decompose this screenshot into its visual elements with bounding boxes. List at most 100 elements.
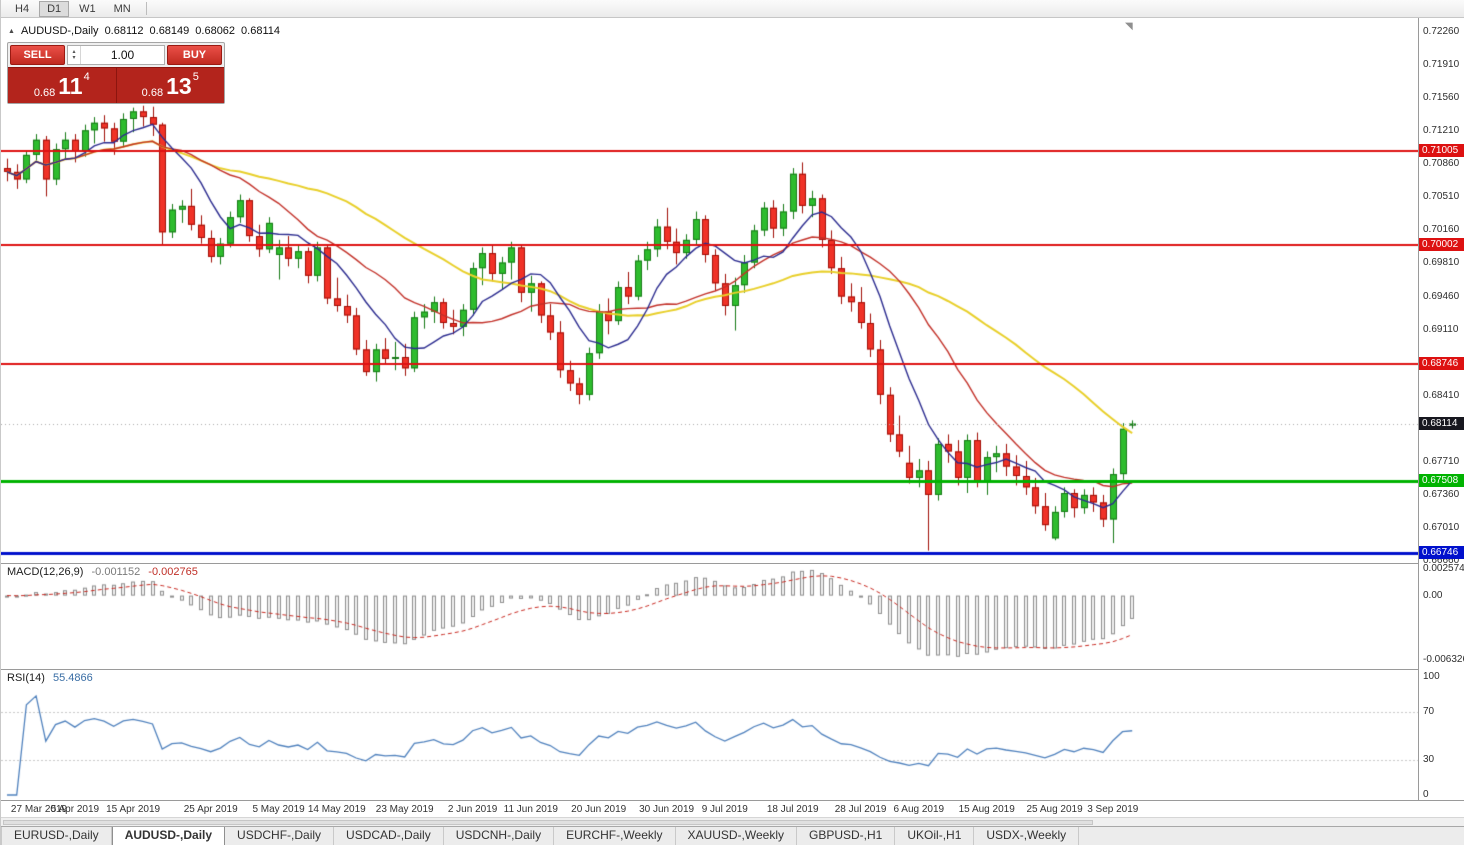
rsi-axis-label: 100 — [1423, 671, 1440, 682]
rsi-canvas[interactable] — [1, 669, 1418, 800]
one-click-trading-panel: SELL ▴ ▾ BUY 0.68 11 4 0.68 13 5 — [7, 42, 225, 104]
main-chart-canvas[interactable] — [1, 18, 1418, 563]
pane-separator — [1, 800, 1464, 801]
pane-separator — [1, 563, 1464, 564]
oct-prices: 0.68 11 4 0.68 13 5 — [8, 67, 224, 103]
macd-name: MACD(12,26,9) — [7, 566, 84, 578]
date-label: 6 Aug 2019 — [893, 804, 945, 815]
timeframe-button-w1[interactable]: W1 — [79, 2, 96, 15]
date-label: 27 Mar 2019 — [10, 804, 68, 815]
tab-usdcnh-daily[interactable]: USDCNH-,Daily — [444, 827, 555, 845]
date-label: 2 Jun 2019 — [447, 804, 498, 815]
volume-spin-up-icon[interactable]: ▴ — [72, 49, 76, 55]
price-tick-label: 0.72260 — [1423, 26, 1460, 38]
rsi-axis-label: 30 — [1423, 753, 1435, 765]
date-label: 15 Aug 2019 — [958, 804, 1015, 815]
volume-input[interactable] — [81, 48, 164, 62]
macd-signal-value: -0.002765 — [148, 566, 198, 578]
tab-audusd-daily[interactable]: AUDUSD-,Daily — [111, 827, 226, 845]
tab-ukoil-h1[interactable]: UKOil-,H1 — [895, 827, 975, 845]
price-tick-label: 0.70860 — [1423, 158, 1460, 170]
price-line-tag: 0.68746 — [1419, 356, 1464, 370]
buy-price-sup: 5 — [192, 71, 199, 83]
timeframe-button-d1[interactable]: D1 — [39, 0, 70, 17]
macd-label: MACD(12,26,9) -0.001152 -0.002765 — [7, 566, 203, 578]
price-tick-label: 0.71210 — [1423, 125, 1460, 137]
tab-usdx-weekly[interactable]: USDX-,Weekly — [974, 827, 1080, 845]
date-label: 18 Jul 2019 — [766, 804, 819, 815]
volume-spinner[interactable]: ▴ ▾ — [68, 46, 81, 64]
tab-xauusd-weekly[interactable]: XAUUSD-,Weekly — [676, 827, 797, 845]
price-tick-label: 0.70510 — [1423, 191, 1460, 203]
date-label: 25 Apr 2019 — [183, 804, 238, 815]
ohlc-open: 0.68112 — [104, 25, 144, 37]
sell-price-big: 11 — [58, 72, 83, 99]
toolbar-separator — [145, 2, 147, 15]
ohlc-high: 0.68149 — [149, 25, 190, 37]
date-label: 14 May 2019 — [307, 804, 366, 815]
sell-price-display: 0.68 11 4 — [8, 68, 117, 103]
buy-button[interactable]: BUY — [167, 45, 222, 65]
price-tick-label: 0.68410 — [1423, 389, 1460, 401]
buy-price-big: 13 — [166, 72, 192, 99]
horizontal-scrollbar[interactable] — [1, 817, 1464, 826]
price-tick-label: 0.66660 — [1423, 555, 1460, 567]
rsi-axis-label: 0 — [1423, 789, 1429, 800]
price-tick-label: 0.71560 — [1423, 92, 1460, 104]
macd-canvas[interactable] — [1, 563, 1418, 669]
chart-shift-marker-icon: ◥ — [1125, 21, 1133, 32]
price-tick-label: 0.70160 — [1423, 224, 1460, 236]
sell-button[interactable]: SELL — [10, 45, 65, 65]
macd-axis-label: -0.006326 — [1423, 654, 1464, 666]
tab-eurchf-weekly[interactable]: EURCHF-,Weekly — [554, 827, 676, 845]
date-label: 23 May 2019 — [375, 804, 434, 815]
date-label: 28 Jul 2019 — [834, 804, 887, 815]
tab-usdchf-daily[interactable]: USDCHF-,Daily — [225, 827, 335, 845]
price-tick-label: 0.67360 — [1423, 488, 1460, 500]
oct-toggle-icon[interactable]: ▲ — [8, 27, 15, 35]
macd-axis-label: 0.002574 — [1423, 563, 1464, 575]
chart-tabs: EURUSD-,Daily AUDUSD-,Daily USDCHF-,Dail… — [1, 826, 1464, 845]
oct-controls-row: SELL ▴ ▾ BUY — [8, 43, 224, 67]
date-label: 5 Apr 2019 — [50, 804, 100, 815]
date-label: 9 Jul 2019 — [701, 804, 748, 815]
timeframe-button-h4[interactable]: H4 — [15, 2, 30, 15]
macd-axis-label: 0.00 — [1423, 589, 1443, 601]
rsi-label: RSI(14) 55.4866 — [7, 672, 98, 684]
macd-main-value: -0.001152 — [91, 566, 141, 578]
chart-title: ▲ AUDUSD-,Daily 0.68112 0.68149 0.68062 … — [8, 25, 280, 37]
volume-spin-down-icon[interactable]: ▾ — [72, 55, 76, 61]
rsi-value: 55.4866 — [52, 672, 93, 684]
price-tick-label: 0.71910 — [1423, 59, 1460, 71]
volume-field: ▴ ▾ — [67, 45, 165, 65]
ohlc-low: 0.68062 — [195, 25, 236, 37]
sell-price-prefix: 0.68 — [33, 87, 56, 99]
price-line-tag: 0.71005 — [1419, 143, 1464, 157]
scrollbar-thumb[interactable] — [3, 820, 1093, 825]
current-price-tag: 0.68114 — [1419, 416, 1464, 430]
buy-price-display: 0.68 13 5 — [117, 68, 225, 103]
rsi-name: RSI(14) — [7, 672, 45, 684]
tab-usdcad-daily[interactable]: USDCAD-,Daily — [334, 827, 444, 845]
date-label: 30 Jun 2019 — [639, 804, 695, 815]
price-axis[interactable]: 0.72260 0.71910 0.71560 0.71210 0.70860 0.705… — [1418, 18, 1464, 800]
price-line-tag: 0.66746 — [1419, 545, 1464, 559]
date-label: 20 Jun 2019 — [571, 804, 627, 815]
tab-eurusd-daily[interactable]: EURUSD-,Daily — [1, 827, 112, 845]
chart-symbol-label: AUDUSD-,Daily — [20, 25, 99, 37]
sell-price-sup: 4 — [83, 71, 90, 83]
pane-separator — [1, 669, 1464, 670]
date-label: 3 Sep 2019 — [1087, 804, 1139, 815]
date-label: 11 Jun 2019 — [503, 804, 558, 815]
date-label: 25 Aug 2019 — [1026, 804, 1083, 815]
rsi-axis-label: 70 — [1423, 706, 1435, 718]
timeframe-button-mn[interactable]: MN — [113, 2, 131, 15]
buy-price-prefix: 0.68 — [141, 87, 164, 99]
timeframe-toolbar: H4 D1 W1 MN — [1, 0, 1464, 18]
date-axis[interactable]: 27 Mar 2019 5 Apr 2019 15 Apr 2019 25 Apr 2… — [1, 801, 1418, 817]
ohlc-close: 0.68114 — [241, 25, 280, 37]
tab-gbpusd-h1[interactable]: GBPUSD-,H1 — [797, 827, 896, 845]
date-label: 15 Apr 2019 — [106, 804, 161, 815]
date-label: 5 May 2019 — [252, 804, 305, 815]
